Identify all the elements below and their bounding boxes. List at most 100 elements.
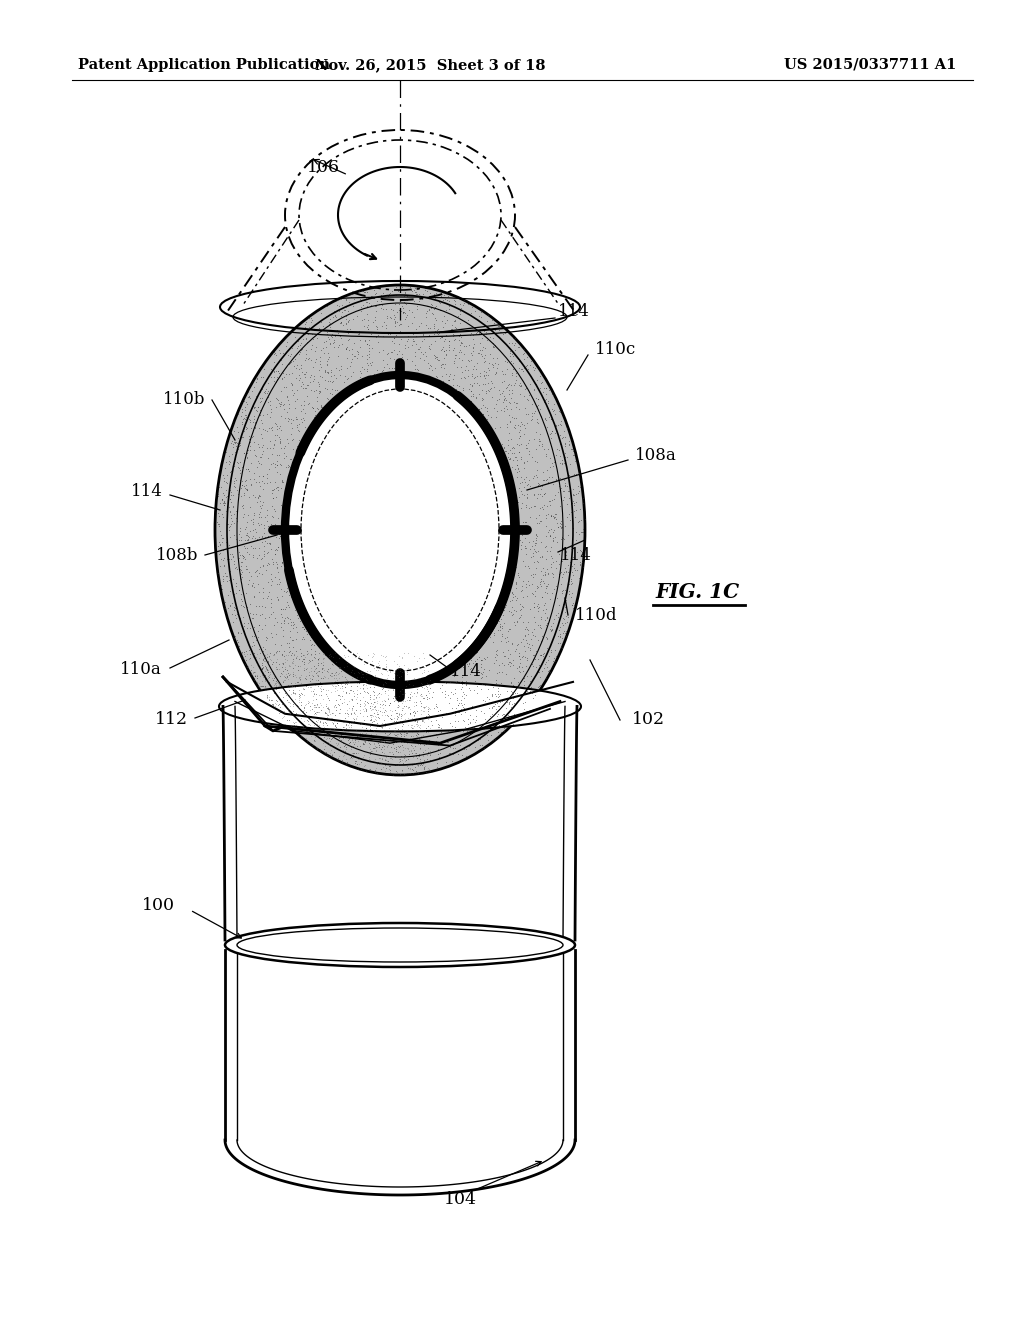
Point — [419, 677, 435, 698]
Point — [570, 524, 587, 545]
Point — [484, 620, 501, 642]
Point — [394, 346, 411, 367]
Point — [454, 474, 470, 495]
Point — [347, 657, 364, 678]
Point — [267, 388, 284, 409]
Point — [354, 368, 371, 389]
Point — [415, 343, 431, 364]
Point — [387, 689, 403, 710]
Point — [428, 473, 444, 494]
Point — [331, 684, 347, 705]
Point — [417, 612, 433, 634]
Point — [421, 587, 437, 609]
Point — [478, 364, 495, 385]
Point — [518, 496, 535, 517]
Point — [336, 300, 352, 321]
Point — [317, 554, 334, 576]
Point — [313, 506, 330, 527]
Point — [393, 746, 410, 767]
Point — [254, 657, 270, 678]
Point — [388, 484, 404, 506]
Point — [281, 636, 297, 657]
Point — [256, 507, 272, 528]
Point — [465, 627, 481, 648]
Point — [510, 337, 526, 358]
Point — [394, 568, 411, 589]
Point — [357, 420, 374, 441]
Point — [357, 697, 374, 718]
Point — [387, 647, 403, 668]
Point — [481, 475, 498, 496]
Point — [479, 498, 496, 519]
Point — [305, 665, 322, 686]
Point — [338, 754, 354, 775]
Point — [451, 582, 467, 603]
Point — [371, 418, 387, 440]
Point — [483, 697, 500, 718]
Point — [386, 391, 402, 412]
Point — [364, 628, 380, 649]
Point — [321, 342, 337, 363]
Point — [233, 397, 250, 418]
Point — [501, 535, 517, 556]
Point — [539, 656, 555, 677]
Point — [371, 397, 387, 418]
Point — [309, 548, 326, 569]
Point — [230, 541, 247, 562]
Point — [475, 366, 492, 387]
Point — [399, 348, 416, 370]
Point — [327, 565, 343, 586]
Point — [444, 487, 461, 508]
Point — [487, 425, 504, 446]
Point — [471, 735, 487, 756]
Point — [457, 389, 473, 411]
Point — [504, 515, 520, 536]
Point — [298, 502, 314, 523]
Point — [251, 401, 267, 422]
Point — [537, 653, 553, 675]
Point — [440, 692, 457, 713]
Point — [552, 512, 568, 533]
Point — [389, 312, 406, 333]
Point — [527, 541, 544, 562]
Point — [553, 411, 569, 432]
Point — [398, 498, 415, 519]
Point — [245, 603, 261, 624]
Point — [387, 664, 403, 685]
Point — [259, 652, 275, 673]
Point — [321, 690, 337, 711]
Point — [532, 511, 549, 532]
Point — [398, 722, 415, 743]
Point — [291, 498, 307, 519]
Point — [431, 447, 447, 469]
Point — [321, 701, 337, 722]
Point — [458, 630, 474, 651]
Point — [457, 572, 473, 593]
Point — [304, 356, 321, 378]
Point — [292, 334, 308, 355]
Point — [433, 327, 450, 348]
Point — [435, 347, 452, 368]
Point — [239, 447, 255, 469]
Point — [423, 507, 439, 528]
Point — [444, 451, 461, 473]
Point — [218, 496, 234, 517]
Point — [368, 686, 384, 708]
Point — [398, 606, 415, 627]
Point — [411, 444, 427, 465]
Point — [358, 381, 375, 403]
Point — [292, 517, 308, 539]
Point — [216, 484, 232, 506]
Point — [396, 744, 413, 766]
Text: US 2015/0337711 A1: US 2015/0337711 A1 — [783, 58, 956, 73]
Point — [554, 450, 570, 471]
Point — [353, 510, 370, 531]
Point — [233, 426, 250, 447]
Point — [332, 609, 348, 630]
Point — [497, 508, 513, 529]
Point — [238, 418, 254, 440]
Point — [333, 359, 349, 380]
Point — [319, 507, 336, 528]
Point — [289, 416, 305, 437]
Point — [300, 591, 316, 612]
